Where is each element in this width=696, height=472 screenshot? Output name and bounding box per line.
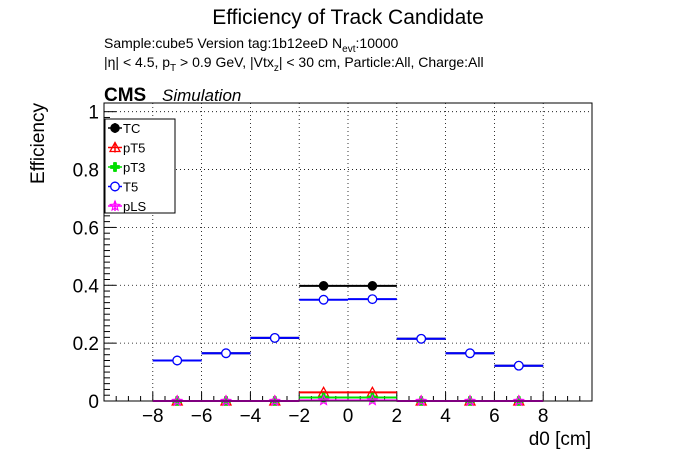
tc-point bbox=[367, 281, 378, 291]
t5-point bbox=[269, 332, 280, 343]
subtitle-vtx-cut: | < 30 cm, Particle:All, Charge:All bbox=[279, 54, 484, 70]
y-axis-ticks: 0 0.2 0.4 0.6 0.8 1 bbox=[73, 103, 116, 413]
x-tick-label: −8 bbox=[142, 406, 164, 427]
pls-point bbox=[366, 393, 379, 406]
legend: TC pT5 pT3 T5 pLS bbox=[104, 118, 176, 214]
pls-point bbox=[219, 394, 233, 407]
legend-marker-pls bbox=[108, 199, 122, 212]
x-tick-label: 2 bbox=[392, 406, 403, 427]
x-tick-label: 8 bbox=[538, 406, 549, 427]
legend-label-pt3: pT3 bbox=[123, 160, 145, 175]
t5-point bbox=[465, 348, 475, 359]
subtitle-pt-subscript: T bbox=[170, 63, 176, 74]
pls-point bbox=[463, 394, 477, 407]
pt3-point bbox=[318, 392, 329, 403]
chart-subtitle-line1: Sample:cube5 Version tag:1b12eeD Nevt:10… bbox=[104, 35, 399, 55]
y-tick-label: 0.4 bbox=[73, 276, 100, 297]
series-tc bbox=[152, 281, 544, 371]
legend-item-tc: TC bbox=[108, 121, 140, 136]
t5-point bbox=[513, 360, 524, 371]
legend-marker-pt3 bbox=[110, 162, 120, 172]
subtitle-vtxz-subscript: z bbox=[274, 63, 279, 74]
legend-item-pt5: pT5 bbox=[108, 141, 145, 156]
x-tick-label: −2 bbox=[288, 406, 310, 427]
x-tick-label: 4 bbox=[440, 406, 451, 427]
legend-label-pt5: pT5 bbox=[123, 141, 145, 156]
pls-point bbox=[171, 394, 184, 407]
subtitle-line1-tail: :10000 bbox=[356, 35, 399, 51]
chart-title: Efficiency of Track Candidate bbox=[212, 6, 484, 29]
legend-marker-t5 bbox=[110, 181, 120, 192]
legend-label-pls: pLS bbox=[123, 199, 146, 214]
legend-marker-tc bbox=[110, 123, 120, 133]
x-tick-label: 0 bbox=[343, 406, 354, 427]
legend-marker-pt5 bbox=[108, 141, 122, 153]
pls-point bbox=[317, 393, 330, 406]
subtitle-line1-text: Sample:cube5 Version tag:1b12eeD N bbox=[104, 35, 342, 51]
legend-item-pls: pLS bbox=[108, 199, 146, 214]
plot-frame bbox=[103, 102, 593, 402]
subtitle-nevt-subscript: evt bbox=[342, 44, 356, 55]
series-t5 bbox=[152, 294, 544, 371]
y-tick-label: 0.8 bbox=[73, 161, 99, 182]
tc-point bbox=[318, 281, 329, 291]
legend-label-tc: TC bbox=[123, 121, 140, 136]
t5-point bbox=[318, 294, 329, 305]
x-axis-label: d0 [cm] bbox=[529, 429, 591, 450]
x-axis-ticks: −8 −6 −4 −2 0 2 4 6 8 bbox=[115, 392, 581, 427]
legend-label-t5: T5 bbox=[123, 180, 138, 195]
legend-item-t5: T5 bbox=[108, 180, 138, 195]
t5-point bbox=[416, 333, 427, 344]
y-axis-label: Efficiency bbox=[28, 103, 49, 184]
x-tick-label: −6 bbox=[191, 406, 213, 427]
subtitle-pt-cut: > 0.9 GeV, |Vtx bbox=[176, 54, 274, 70]
pls-point bbox=[415, 394, 428, 407]
y-tick-label: 0 bbox=[88, 392, 99, 413]
pls-point bbox=[268, 394, 281, 407]
legend-item-pt3: pT3 bbox=[108, 160, 145, 175]
pls-point bbox=[512, 394, 525, 407]
chart-subtitle-line2: |η| < 4.5, pT > 0.9 GeV, |Vtxz| < 30 cm,… bbox=[104, 54, 484, 74]
y-tick-label: 0.6 bbox=[73, 218, 99, 239]
t5-point bbox=[172, 355, 183, 366]
y-tick-label: 0.2 bbox=[73, 334, 99, 355]
y-tick-label: 1 bbox=[88, 103, 99, 124]
cms-label: CMS bbox=[104, 85, 146, 106]
x-tick-label: −4 bbox=[240, 406, 262, 427]
t5-point bbox=[367, 294, 378, 305]
subtitle-eta-cut: |η| < 4.5, p bbox=[104, 54, 170, 70]
pt3-point bbox=[367, 392, 378, 403]
simulation-label: Simulation bbox=[162, 86, 241, 105]
x-tick-label: 6 bbox=[489, 406, 500, 427]
t5-point bbox=[221, 348, 231, 359]
